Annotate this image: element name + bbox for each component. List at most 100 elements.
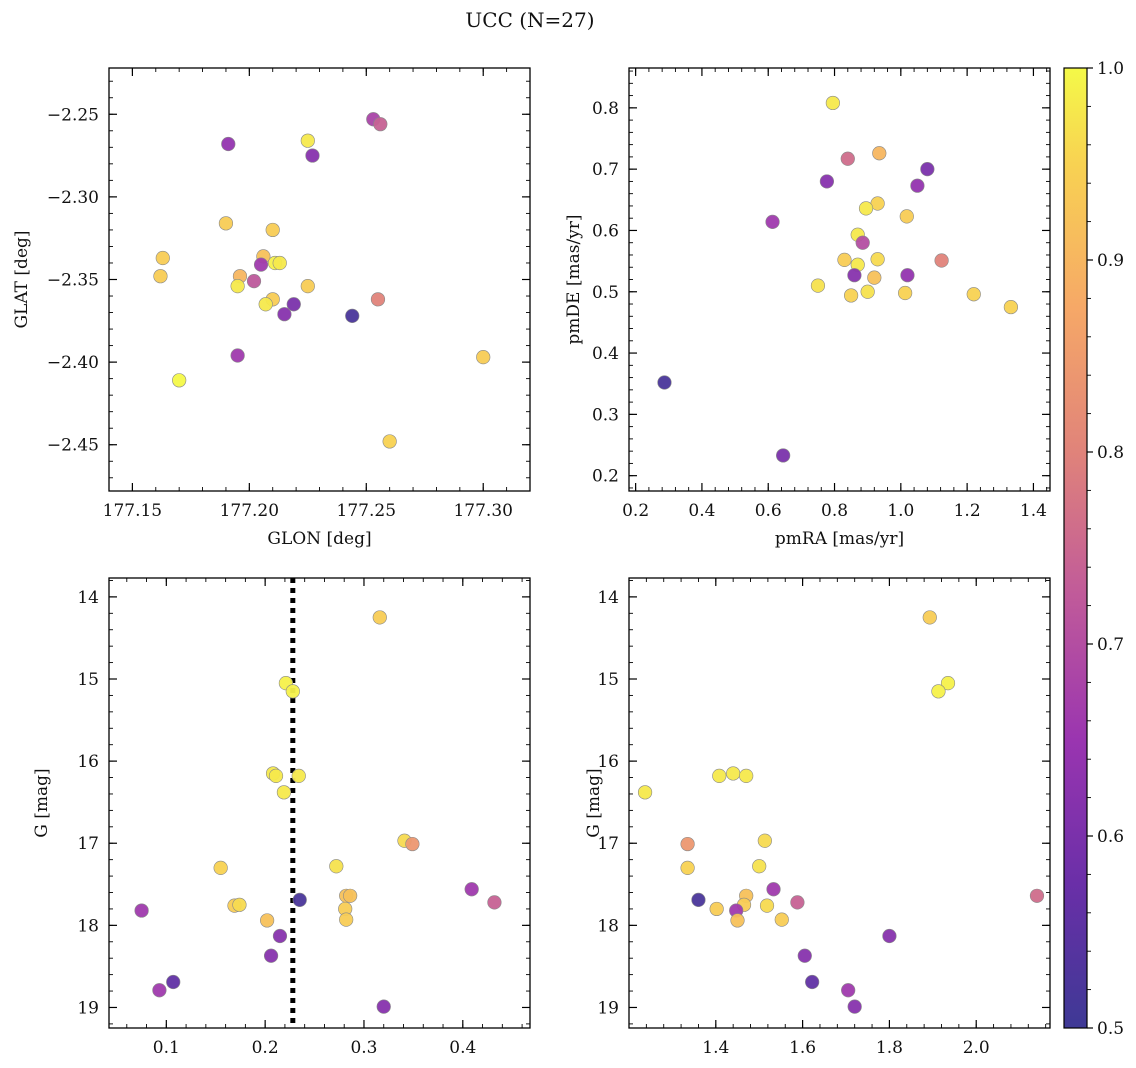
y-axis-label: G [mag] <box>584 768 604 837</box>
data-point <box>920 162 935 177</box>
data-point <box>345 308 360 323</box>
axes-frame <box>108 577 531 1029</box>
x-tick-label: 1.0 <box>887 501 914 521</box>
data-point <box>253 257 269 272</box>
data-point <box>268 768 284 784</box>
x-tick-label: 1.4 <box>1020 501 1047 521</box>
data-point <box>730 913 745 928</box>
data-point <box>757 833 772 848</box>
x-tick-label: 0.2 <box>622 501 649 521</box>
x-tick-label: 1.2 <box>954 501 981 521</box>
y-tick-label: 18 <box>77 916 99 936</box>
y-tick-label: 18 <box>597 916 619 936</box>
scatter-panel-2: 0.2 0.4 0.6 0.8 1.0 1.2 1.4 0.2 0.3 0.4 0.5 0.6 0.7 0… <box>564 67 1051 549</box>
y-tick-label: 17 <box>597 834 619 854</box>
colorbar: 0.5 0.6 0.7 0.8 0.9 1.0 <box>1063 59 1124 1039</box>
data-point <box>291 768 306 784</box>
data-point <box>1029 888 1045 903</box>
data-point <box>910 178 925 193</box>
data-point <box>272 255 287 271</box>
x-tick-label: 177.20 <box>220 501 279 521</box>
data-point <box>637 785 653 800</box>
data-point <box>370 292 386 307</box>
data-point <box>712 768 727 784</box>
x-tick-label: 0.3 <box>350 1038 377 1058</box>
data-point <box>680 836 695 852</box>
data-point <box>841 983 856 998</box>
x-tick-label: 0.6 <box>755 501 782 521</box>
data-point <box>232 897 247 912</box>
x-tick-label: 1.6 <box>789 1038 816 1058</box>
colorbar-tick-label: 0.5 <box>1097 1019 1124 1039</box>
x-axis-label: Plx [mas] <box>279 1066 359 1068</box>
scatter-panel-1: 177.15 177.20 177.25 177.30 −2.25 −2.30 −2.35 −… <box>12 67 531 549</box>
y-tick-label: −2.45 <box>47 436 99 456</box>
data-point <box>405 836 420 852</box>
data-point <box>263 948 279 963</box>
data-point <box>213 860 228 875</box>
data-point <box>855 235 870 250</box>
data-point <box>372 610 387 625</box>
data-point <box>966 287 981 302</box>
x-axis-label: BP-RP [mag] <box>785 1066 894 1068</box>
data-point <box>339 912 354 927</box>
data-point <box>776 448 791 463</box>
data-point <box>218 216 234 231</box>
colorbar-tick-label: 0.7 <box>1097 635 1124 655</box>
y-tick-label: −2.30 <box>47 188 99 208</box>
y-tick-label: 17 <box>77 834 99 854</box>
data-point <box>292 892 307 907</box>
data-point <box>382 434 397 449</box>
data-point <box>726 766 741 781</box>
x-tick-label: 0.4 <box>688 501 715 521</box>
data-point <box>805 974 820 990</box>
x-tick-label: 0.2 <box>252 1038 279 1058</box>
data-point <box>898 285 913 301</box>
x-tick-label: 0.8 <box>821 501 848 521</box>
data-point <box>285 684 300 699</box>
data-point <box>464 882 479 897</box>
y-tick-label: 0.2 <box>592 467 619 487</box>
y-tick-label: 0.8 <box>592 99 619 119</box>
data-point <box>277 307 292 322</box>
data-point <box>922 610 937 625</box>
y-tick-label: 0.6 <box>592 221 619 241</box>
data-point <box>152 983 167 998</box>
y-tick-label: 19 <box>77 998 99 1018</box>
data-point <box>870 252 885 267</box>
x-tick-label: 2.0 <box>963 1038 990 1058</box>
y-tick-label: 16 <box>597 752 619 772</box>
axes-frame <box>108 67 531 492</box>
data-point <box>487 895 502 910</box>
y-axis-label: pmDE [mas/yr] <box>564 214 584 344</box>
data-point <box>373 117 388 132</box>
data-point <box>329 859 344 874</box>
data-point <box>691 892 706 907</box>
axes-frame <box>628 577 1051 1029</box>
data-point <box>739 768 754 784</box>
y-tick-label: 0.5 <box>592 283 619 303</box>
y-tick-label: 14 <box>77 588 99 608</box>
data-point <box>765 214 780 229</box>
data-point <box>276 785 292 800</box>
data-point <box>934 253 949 268</box>
colorbar-tick-label: 1.0 <box>1097 59 1124 79</box>
data-point <box>752 859 767 874</box>
data-point <box>790 895 805 910</box>
data-point <box>166 974 181 990</box>
data-point <box>376 999 391 1014</box>
colorbar-tick-label: 0.8 <box>1097 443 1124 463</box>
scatter-panel-4: 1.4 1.6 1.8 2.0 14 15 16 17 18 19 BP-RP [mag] G [ma… <box>584 577 1051 1068</box>
data-point <box>258 297 273 312</box>
data-point <box>858 201 874 216</box>
data-point <box>860 284 875 299</box>
y-tick-label: −2.35 <box>47 271 99 291</box>
data-point <box>867 270 882 285</box>
colorbar-gradient <box>1063 67 1088 1029</box>
data-point <box>872 146 887 161</box>
data-point <box>774 912 789 927</box>
data-point <box>882 928 897 944</box>
x-tick-label: 1.4 <box>702 1038 729 1058</box>
x-tick-label: 0.4 <box>449 1038 476 1058</box>
data-point <box>286 297 301 312</box>
